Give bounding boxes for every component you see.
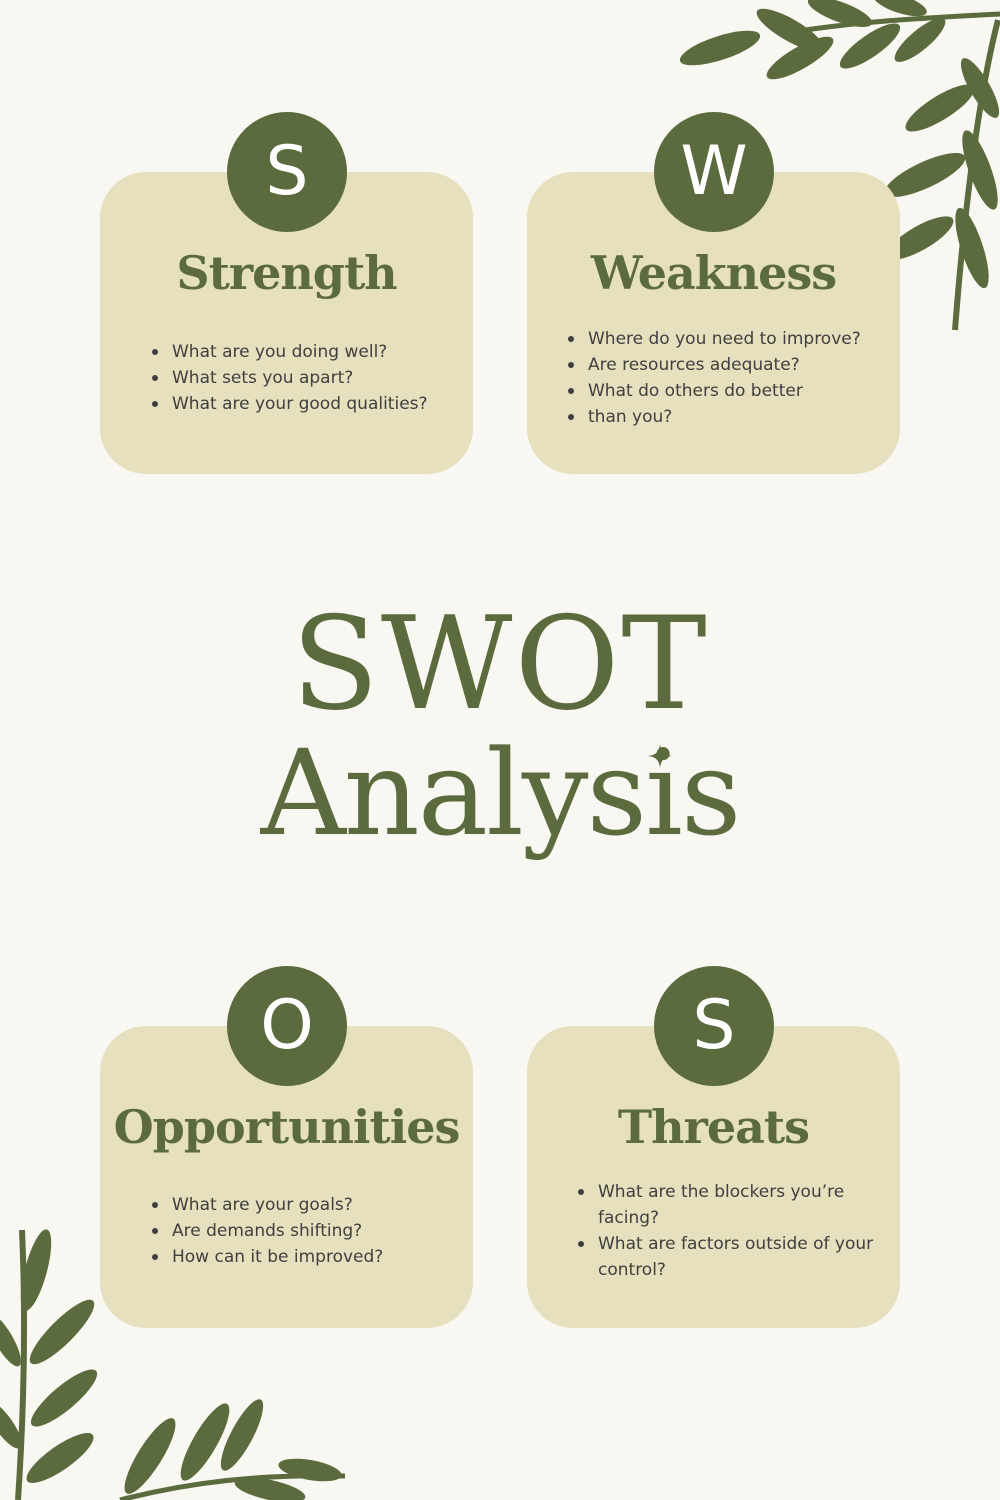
strength-title: Strength — [176, 246, 397, 300]
fern-leaf-icon — [0, 1229, 346, 1500]
list-item: How can it be improved? — [152, 1244, 383, 1270]
list-item: What do others do better — [568, 378, 861, 404]
weakness-title: Weakness — [590, 246, 837, 300]
threats-title: Threats — [617, 1100, 810, 1154]
list-item: What are factors outside of your control… — [578, 1231, 878, 1283]
list-item: Where do you need to improve? — [568, 326, 861, 352]
sparkle-icon — [648, 744, 672, 768]
opportunities-title: Opportunities — [113, 1100, 461, 1154]
list-item: What are you doing well? — [152, 339, 428, 365]
strength-letter-badge: S — [227, 112, 347, 232]
fern-leaf-icon — [680, 0, 1000, 331]
list-item: Are resources adequate? — [568, 352, 861, 378]
opportunities-letter-badge: O — [227, 966, 347, 1086]
weakness-letter-badge: W — [654, 112, 774, 232]
page-title: SWOT Analysis — [0, 590, 1000, 862]
title-line-swot: SWOT — [291, 590, 709, 739]
list-item: than you? — [568, 404, 861, 430]
list-item: What are your goals? — [152, 1192, 383, 1218]
threats-points: What are the blockers you’re facing? Wha… — [578, 1179, 878, 1283]
list-item: What are your good qualities? — [152, 391, 428, 417]
list-item: What are the blockers you’re facing? — [578, 1179, 878, 1231]
list-item: Are demands shifting? — [152, 1218, 383, 1244]
weakness-points: Where do you need to improve? Are resour… — [568, 326, 861, 430]
title-line-analysis: Analysis — [260, 724, 742, 862]
threats-letter-badge: S — [654, 966, 774, 1086]
strength-points: What are you doing well? What sets you a… — [152, 339, 428, 417]
list-item: What sets you apart? — [152, 365, 428, 391]
opportunities-points: What are your goals? Are demands shiftin… — [152, 1192, 383, 1270]
